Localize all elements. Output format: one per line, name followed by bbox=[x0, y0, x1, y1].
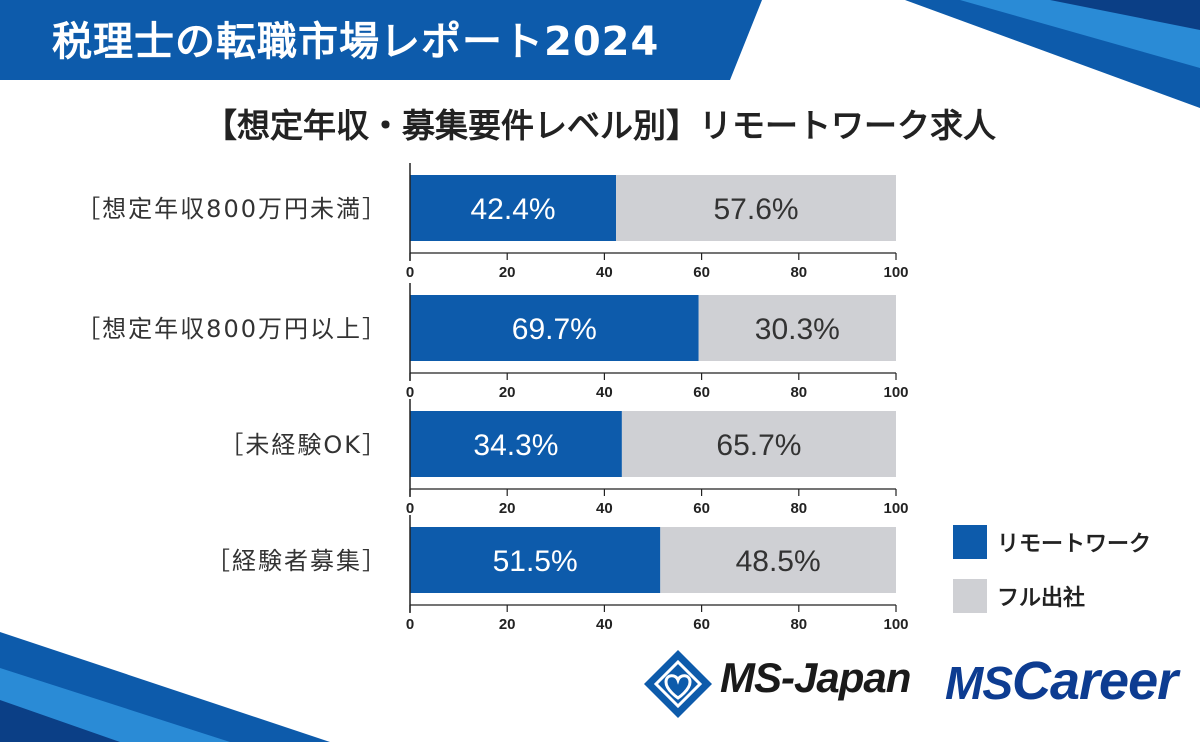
row-label-3: ［経験者募集］ bbox=[206, 547, 388, 575]
data-label-remote-3: 51.5% bbox=[493, 545, 578, 578]
x-tick-label-1-2: 40 bbox=[596, 384, 613, 401]
row-label-1: ［想定年収800万円以上］ bbox=[76, 315, 388, 343]
x-tick-label-0-2: 40 bbox=[596, 264, 613, 281]
x-tick-label-1-4: 80 bbox=[790, 384, 807, 401]
x-tick-label-1-5: 100 bbox=[883, 384, 908, 401]
x-tick-label-0-3: 60 bbox=[693, 264, 710, 281]
bar-office-0 bbox=[616, 175, 896, 241]
ms-career-suffix: Career bbox=[1012, 651, 1178, 711]
data-label-remote-1: 69.7% bbox=[512, 313, 597, 346]
x-tick-label-2-4: 80 bbox=[790, 500, 807, 517]
x-tick-label-0-4: 80 bbox=[790, 264, 807, 281]
bar-remote-2 bbox=[410, 411, 622, 477]
x-tick-label-1-3: 60 bbox=[693, 384, 710, 401]
chart-title: 【想定年収・募集要件レベル別】リモートワーク求人 bbox=[204, 106, 996, 145]
x-tick-label-3-4: 80 bbox=[790, 616, 807, 633]
row-label-2: ［未経験OK］ bbox=[219, 431, 388, 459]
x-tick-label-2-1: 20 bbox=[499, 500, 516, 517]
legend-item-remote: リモートワーク bbox=[953, 524, 1151, 560]
x-tick-label-2-0: 0 bbox=[406, 500, 414, 517]
report-title: 税理士の転職市場レポート2024 bbox=[52, 19, 660, 65]
legend: リモートワーク フル出社 bbox=[953, 524, 1151, 632]
legend-swatch-office bbox=[953, 579, 987, 613]
ms-career-prefix: MS bbox=[945, 657, 1013, 709]
bar-remote-1 bbox=[410, 295, 699, 361]
legend-label-remote: リモートワーク bbox=[997, 532, 1152, 557]
data-label-remote-2: 34.3% bbox=[473, 429, 558, 462]
x-tick-label-1-1: 20 bbox=[499, 384, 516, 401]
x-tick-label-0-0: 0 bbox=[406, 264, 414, 281]
data-label-office-1: 30.3% bbox=[755, 313, 840, 346]
row-label-0: ［想定年収800万円未満］ bbox=[76, 195, 388, 223]
x-tick-label-3-3: 60 bbox=[693, 616, 710, 633]
ms-japan-logo-icon bbox=[644, 650, 712, 718]
x-tick-label-3-0: 0 bbox=[406, 616, 414, 633]
ms-japan-logo-text: MS-Japan bbox=[720, 654, 911, 701]
x-tick-label-0-5: 100 bbox=[883, 264, 908, 281]
bar-remote-0 bbox=[410, 175, 617, 241]
bar-remote-3 bbox=[410, 527, 661, 593]
ms-career-logo-text: MSCareer bbox=[945, 650, 1178, 712]
legend-label-office: フル出社 bbox=[997, 586, 1086, 611]
bar-office-3 bbox=[660, 527, 896, 593]
title-banner bbox=[0, 0, 762, 80]
top-right-stripe-deep bbox=[1050, 0, 1200, 30]
bar-office-1 bbox=[698, 295, 896, 361]
data-label-office-2: 65.7% bbox=[716, 429, 801, 462]
x-tick-label-2-5: 100 bbox=[883, 500, 908, 517]
x-tick-label-2-3: 60 bbox=[693, 500, 710, 517]
x-tick-label-0-1: 20 bbox=[499, 264, 516, 281]
x-tick-label-3-5: 100 bbox=[883, 616, 908, 633]
data-label-office-0: 57.6% bbox=[713, 193, 798, 226]
bar-office-2 bbox=[621, 411, 896, 477]
x-tick-label-2-2: 40 bbox=[596, 500, 613, 517]
x-tick-label-3-2: 40 bbox=[596, 616, 613, 633]
data-label-office-3: 48.5% bbox=[736, 545, 821, 578]
data-label-remote-0: 42.4% bbox=[470, 193, 555, 226]
logo-area: MS-Japan MSCareer bbox=[640, 646, 1180, 726]
legend-item-office: フル出社 bbox=[953, 578, 1151, 614]
legend-swatch-remote bbox=[953, 525, 987, 559]
x-tick-label-1-0: 0 bbox=[406, 384, 414, 401]
x-tick-label-3-1: 20 bbox=[499, 616, 516, 633]
bottom-left-stripe-deep bbox=[0, 700, 120, 742]
